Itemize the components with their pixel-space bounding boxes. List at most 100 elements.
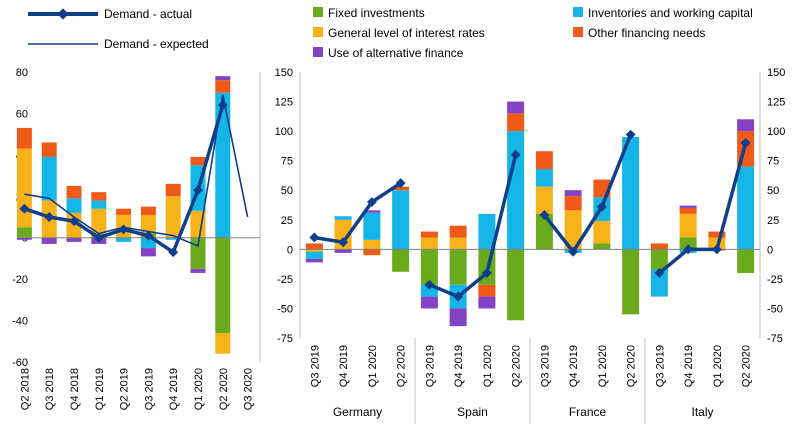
right-point-demand-actual <box>366 197 377 207</box>
right-group-label-italy: Italy <box>691 405 713 419</box>
left-bar-other-financing-needs <box>165 183 181 197</box>
left-point-demand-actual <box>193 185 203 196</box>
right-bar-italy-inventories-and-working-capital <box>737 166 755 250</box>
right-bar-spain-use-of-alternative-finance <box>507 101 525 114</box>
right-x-tick-label: Q3 2019 <box>309 345 321 387</box>
legend-inventories-label: Inventories and working capital <box>588 6 753 20</box>
right-x-tick-label: Q4 2019 <box>338 345 350 387</box>
right-y-tick-label-right: -75 <box>767 333 783 345</box>
left-y-tick-label: -20 <box>12 274 28 286</box>
left-point-demand-actual <box>217 100 228 111</box>
right-y-tick-label-right: -25 <box>767 274 783 286</box>
left-y-tick-label: 80 <box>16 67 28 79</box>
right-x-tick-label: Q2 2020 <box>511 345 523 387</box>
right-y-tick-label-right: 75 <box>767 156 779 168</box>
right-line-demand-actual-spain <box>428 154 518 299</box>
right-line-demand-actual-italy <box>658 142 748 275</box>
right-x-tick-label: Q4 2019 <box>453 345 465 387</box>
left-bar-fixed-investments <box>190 237 206 269</box>
right-bar-germany-other-financing-needs <box>363 249 381 256</box>
left-bar-other-financing-needs <box>190 156 206 166</box>
legend-alternative-finance-label: Use of alternative finance <box>328 46 464 60</box>
right-group-label-spain: Spain <box>457 405 488 419</box>
right-y-tick-label-left: 150 <box>275 67 293 79</box>
right-bar-italy-other-financing-needs <box>650 243 668 250</box>
right-y-tick-label-left: 100 <box>275 126 293 138</box>
right-bar-france-general-level-of-interest-rates <box>564 210 582 250</box>
right-point-demand-actual <box>424 279 435 290</box>
left-bar-inventories-and-working-capital <box>165 237 181 240</box>
right-bar-germany-inventories-and-working-capital <box>334 216 352 220</box>
right-bar-italy-other-financing-needs <box>708 231 726 238</box>
right-bar-italy-fixed-investments <box>650 249 668 270</box>
left-bar-inventories-and-working-capital <box>66 198 82 213</box>
right-y-tick-label-left: -75 <box>277 333 293 345</box>
right-bar-spain-other-financing-needs <box>478 284 496 297</box>
left-x-tick-label: Q4 2019 <box>168 368 180 410</box>
right-x-tick-label: Q1 2020 <box>712 345 724 387</box>
right-point-demand-actual <box>683 244 694 255</box>
left-x-tick-label: Q1 2020 <box>193 368 205 410</box>
left-bar-use-of-alternative-finance <box>16 237 32 240</box>
right-bar-spain-fixed-investments <box>420 249 438 285</box>
right-bar-spain-inventories-and-working-capital <box>478 213 496 250</box>
left-x-tick-label: Q4 2018 <box>69 368 81 410</box>
right-x-tick-label: Q1 2020 <box>597 345 609 387</box>
right-point-demand-actual <box>395 178 406 189</box>
right-bar-germany-use-of-alternative-finance <box>363 210 381 213</box>
legend-fixed-investments-label: Fixed investments <box>328 6 425 20</box>
right-bar-germany-inventories-and-working-capital <box>392 190 410 250</box>
left-bar-use-of-alternative-finance <box>140 248 156 257</box>
right-y-tick-label-left: 75 <box>281 156 293 168</box>
left-bar-other-financing-needs <box>66 185 82 199</box>
right-line-demand-actual-germany <box>314 181 402 245</box>
left-bar-other-financing-needs <box>41 142 57 157</box>
right-bar-spain-other-financing-needs <box>449 225 467 238</box>
left-point-demand-actual <box>19 203 30 214</box>
legend-other-financing-label: Other financing needs <box>588 26 705 40</box>
right-point-demand-actual <box>539 210 550 220</box>
left-bar-general-level-of-interest-rates <box>16 148 32 228</box>
left-bar-other-financing-needs <box>140 206 156 215</box>
right-bar-spain-other-financing-needs <box>507 113 525 132</box>
right-x-tick-label: Q1 2020 <box>482 345 494 387</box>
right-bar-germany-use-of-alternative-finance <box>334 249 352 253</box>
left-x-tick-label: Q2 2019 <box>119 368 131 410</box>
left-bar-use-of-alternative-finance <box>190 268 206 273</box>
right-point-demand-actual <box>568 246 579 257</box>
legend-fixed-investments-swatch <box>313 7 323 17</box>
legend-demand-actual-marker <box>57 8 69 20</box>
right-bar-spain-fixed-investments <box>507 249 525 321</box>
right-chart-panel: 150 150 125 125 100 100 75 75 50 50 25 25 0 0 -25 -25 -5… <box>275 67 785 424</box>
right-x-tick-label: Q1 2020 <box>367 345 379 387</box>
right-point-demand-actual <box>654 268 665 278</box>
right-bar-france-inventories-and-working-capital <box>622 137 640 250</box>
right-x-tick-label: Q4 2019 <box>683 345 695 387</box>
left-x-tick-label: Q3 2019 <box>143 368 155 410</box>
right-x-tick-label: Q3 2019 <box>424 345 436 387</box>
left-bar-other-financing-needs <box>116 208 132 215</box>
right-y-tick-label-left: -25 <box>277 274 293 286</box>
right-bar-italy-general-level-of-interest-rates <box>679 213 697 238</box>
right-point-demand-actual <box>338 237 349 248</box>
right-bar-spain-inventories-and-working-capital <box>507 131 525 250</box>
right-x-tick-label: Q2 2020 <box>626 345 638 387</box>
right-x-tick-label: Q2 2020 <box>741 345 753 387</box>
right-bar-spain-inventories-and-working-capital <box>420 284 438 297</box>
left-bar-fixed-investments <box>16 227 32 238</box>
left-bar-inventories-and-working-capital <box>215 92 231 238</box>
left-y-tick-label: -40 <box>12 316 28 328</box>
right-bar-germany-other-financing-needs <box>305 243 323 250</box>
right-point-demand-actual <box>510 149 521 160</box>
legend-inventories-swatch <box>573 7 583 17</box>
right-bar-germany-general-level-of-interest-rates <box>363 239 381 250</box>
right-bar-germany-inventories-and-working-capital <box>305 251 323 259</box>
right-bar-france-general-level-of-interest-rates <box>593 220 611 244</box>
right-bar-spain-general-level-of-interest-rates <box>420 237 438 250</box>
left-bar-inventories-and-working-capital <box>140 237 156 249</box>
left-point-demand-actual <box>168 247 179 258</box>
left-y-tick-label: 60 <box>16 108 28 120</box>
right-y-tick-label-right: 150 <box>767 67 785 79</box>
right-point-demand-actual <box>740 137 751 148</box>
